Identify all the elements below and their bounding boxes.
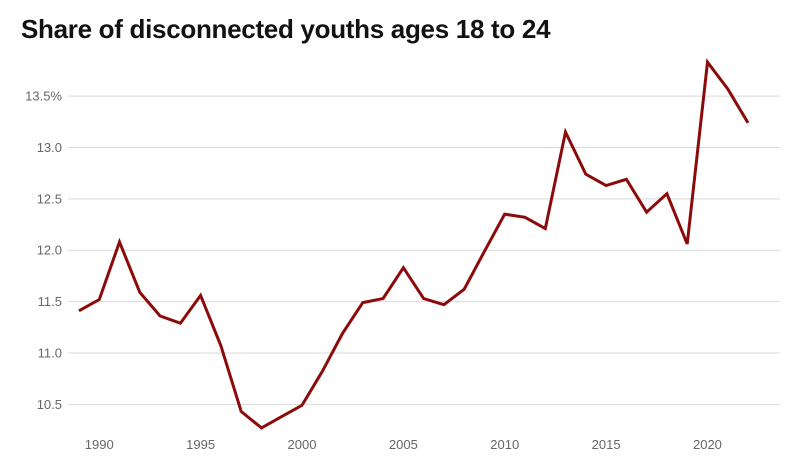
- data-point: [725, 86, 731, 92]
- data-point: [461, 286, 467, 292]
- series-layer: [76, 58, 751, 431]
- data-point: [623, 176, 629, 182]
- data-point: [704, 59, 710, 65]
- x-tick-label: 1995: [186, 437, 215, 452]
- y-axis-tick-labels: 10.5 11.0 11.5 12.0 12.5 13.0 13.5%: [25, 89, 62, 412]
- data-point: [238, 409, 244, 415]
- y-tick-label: 12.0: [37, 243, 62, 258]
- data-point: [299, 402, 305, 408]
- x-tick-label: 2015: [592, 437, 621, 452]
- x-tick-label: 2000: [288, 437, 317, 452]
- data-point: [117, 239, 123, 245]
- data-point: [218, 343, 224, 349]
- data-point: [542, 226, 548, 232]
- y-tick-label: 11.0: [38, 345, 62, 360]
- x-tick-label: 2020: [693, 437, 722, 452]
- data-point: [360, 300, 366, 306]
- data-point: [380, 295, 386, 301]
- data-point: [76, 308, 82, 314]
- data-point: [563, 129, 569, 135]
- data-point: [745, 120, 751, 126]
- data-point: [279, 414, 285, 420]
- x-tick-label: 2005: [389, 437, 418, 452]
- data-point: [340, 330, 346, 336]
- chart-title: Share of disconnected youths ages 18 to …: [21, 14, 551, 44]
- y-tick-label: 13.5%: [25, 89, 62, 104]
- data-point: [664, 191, 670, 197]
- data-point: [157, 313, 163, 319]
- series-line: [78, 58, 750, 430]
- x-axis-tick-labels: 1990 1995 2000 2005 2010 2015 2020: [85, 437, 722, 452]
- data-point: [502, 211, 508, 217]
- y-tick-label: 12.5: [37, 191, 62, 206]
- data-point: [319, 368, 325, 374]
- data-point: [258, 425, 264, 431]
- data-point: [684, 241, 690, 247]
- data-point: [421, 295, 427, 301]
- data-point: [481, 248, 487, 254]
- data-point: [198, 292, 204, 298]
- y-tick-label: 10.5: [37, 397, 62, 412]
- data-point: [644, 209, 650, 215]
- data-point: [400, 265, 406, 271]
- data-point: [603, 182, 609, 188]
- data-point: [583, 171, 589, 177]
- data-point: [96, 297, 102, 303]
- y-tick-label: 13.0: [37, 140, 62, 155]
- x-tick-label: 1990: [85, 437, 114, 452]
- data-point: [441, 302, 447, 308]
- data-point: [137, 289, 143, 295]
- grid-lines: [68, 95, 780, 405]
- data-point: [177, 320, 183, 326]
- x-tick-label: 2010: [490, 437, 519, 452]
- y-tick-label: 11.5: [38, 294, 62, 309]
- data-point: [522, 214, 528, 220]
